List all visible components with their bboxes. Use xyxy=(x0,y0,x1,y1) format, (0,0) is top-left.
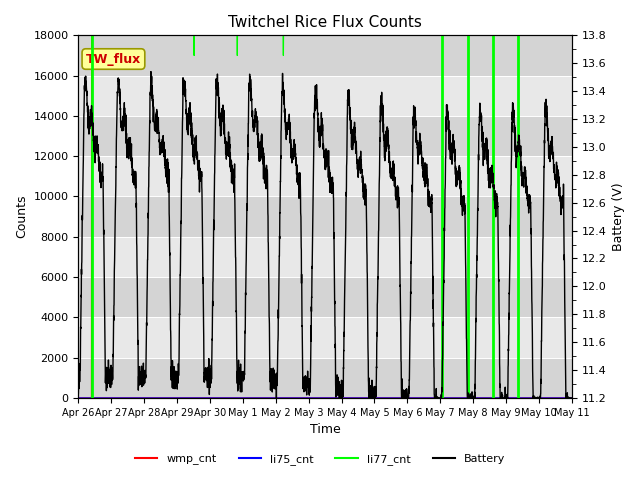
Title: Twitchel Rice Flux Counts: Twitchel Rice Flux Counts xyxy=(228,15,422,30)
Bar xyxy=(79,116,572,156)
X-axis label: Time: Time xyxy=(310,423,340,436)
Y-axis label: Battery (V): Battery (V) xyxy=(612,182,625,251)
Text: TW_flux: TW_flux xyxy=(86,52,141,66)
Bar xyxy=(79,277,572,317)
Bar xyxy=(79,196,572,237)
Bar xyxy=(79,36,572,76)
Y-axis label: Counts: Counts xyxy=(15,195,28,239)
Bar xyxy=(79,358,572,398)
Legend: wmp_cnt, li75_cnt, li77_cnt, Battery: wmp_cnt, li75_cnt, li77_cnt, Battery xyxy=(131,450,509,469)
